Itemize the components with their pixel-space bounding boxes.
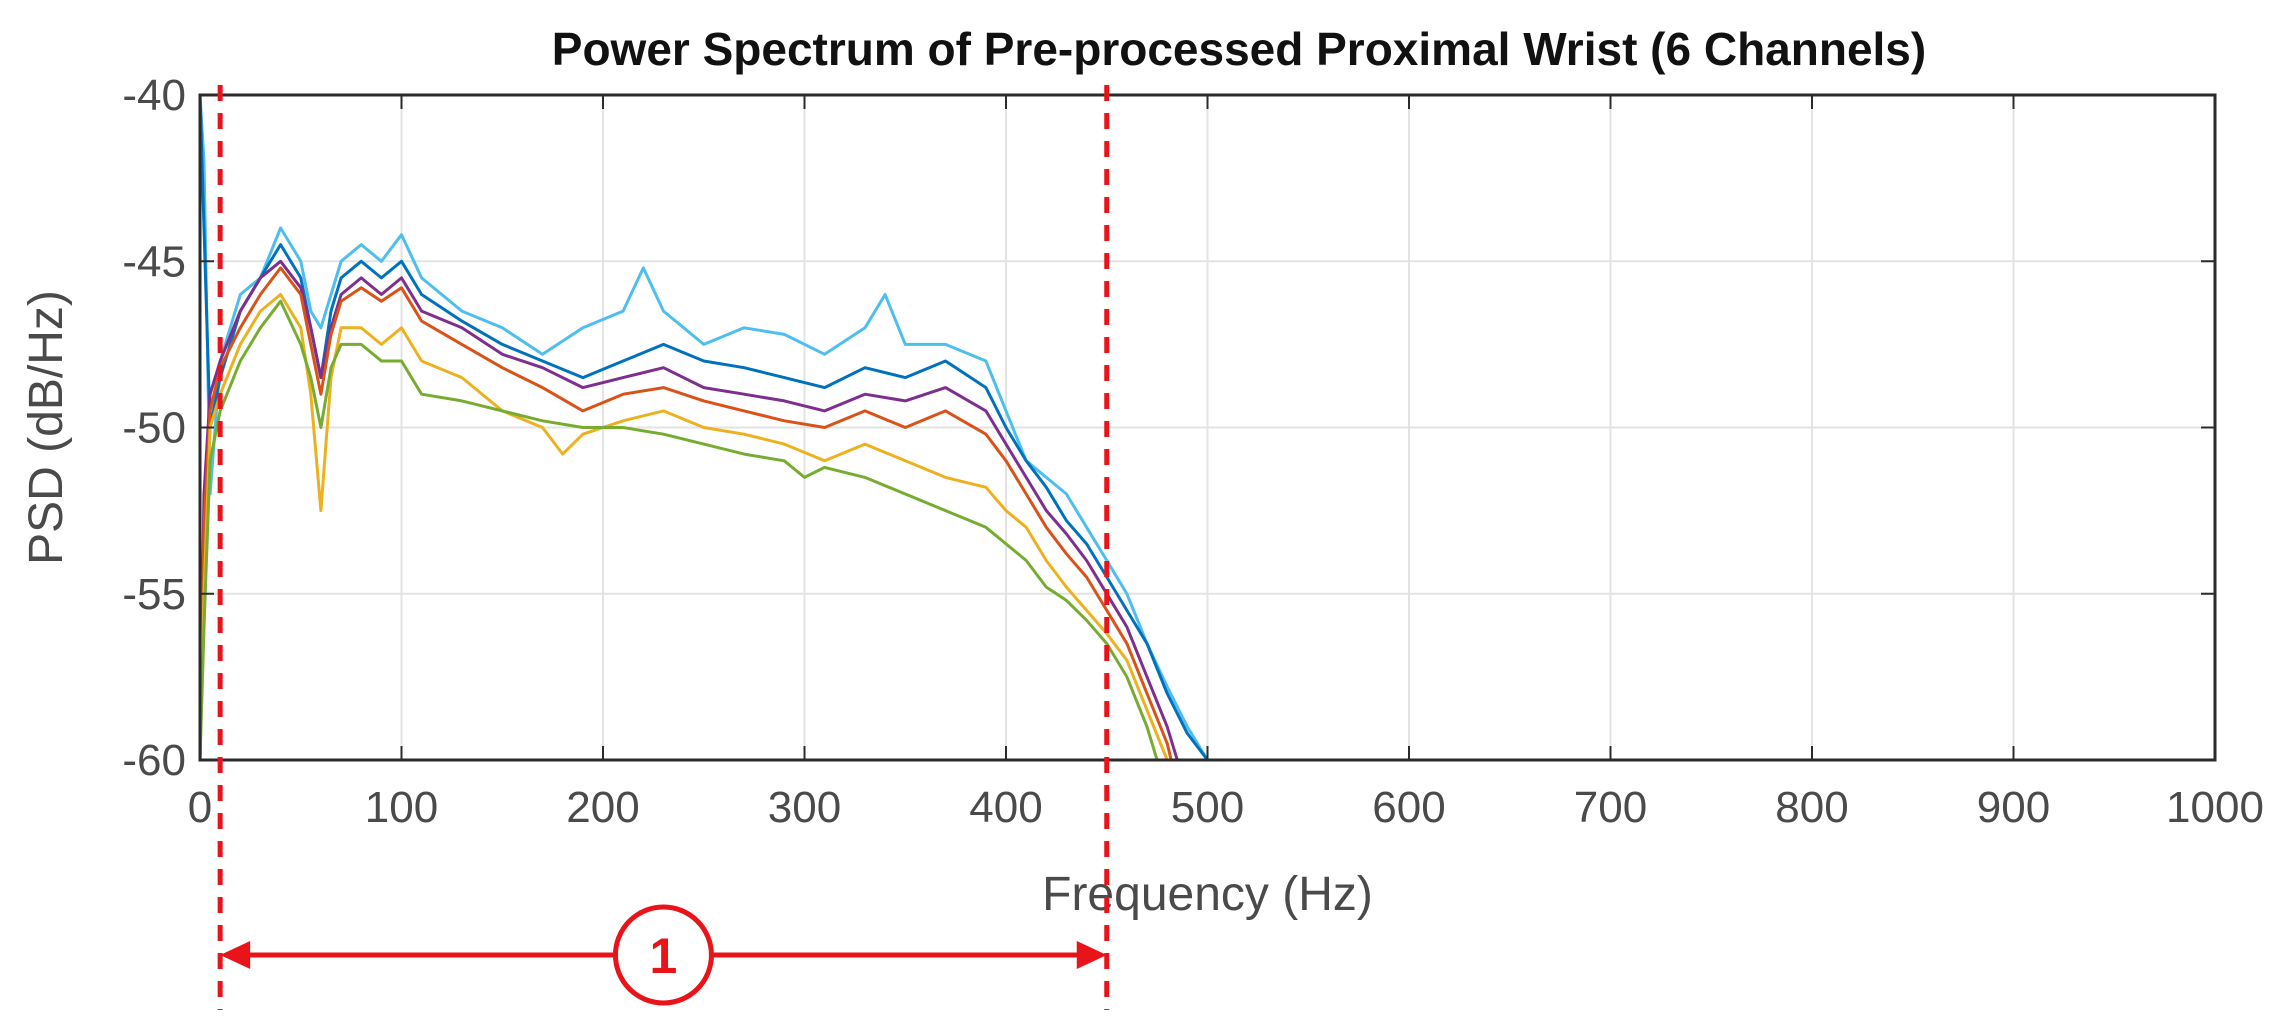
x-tick-label: 800: [1775, 783, 1848, 832]
series-line-6: [198, 299, 1159, 761]
x-tick-label: 400: [969, 783, 1042, 832]
series-line-5: [198, 293, 1169, 761]
x-tick-label: 700: [1574, 783, 1647, 832]
chart-title: Power Spectrum of Pre-processed Proximal…: [552, 23, 1926, 75]
series-line-1: [198, 94, 1209, 761]
x-tick-label: 0: [188, 783, 212, 832]
series-group: [198, 94, 1209, 761]
arrowhead-left-icon: [220, 941, 251, 969]
y-axis-label: PSD (dB/Hz): [20, 290, 73, 565]
series-line-3: [198, 259, 1179, 761]
arrowhead-right-icon: [1076, 941, 1107, 969]
y-tick-label: -55: [122, 570, 186, 619]
y-tick-label: -45: [122, 237, 186, 286]
x-tick-label: 900: [1977, 783, 2050, 832]
range-marker-circle: [612, 904, 714, 1006]
y-tick-label: -40: [122, 71, 186, 120]
range-annotation: 1: [217, 85, 1110, 1010]
range-marker-label: 1: [650, 928, 678, 984]
series-line-2: [198, 94, 1209, 761]
x-tick-label: 200: [566, 783, 639, 832]
grid: [199, 94, 2216, 761]
x-axis-label: Frequency (Hz): [1042, 868, 1373, 921]
x-tick-label: 500: [1171, 783, 1244, 832]
series-line-4: [198, 266, 1173, 761]
x-tick-label: 300: [768, 783, 841, 832]
x-tick-label: 600: [1372, 783, 1445, 832]
axis-ticks: 0 100 200 300 400 500 600 700 800 900 1000 -40 -45 -5…: [122, 71, 2264, 832]
y-tick-label: -60: [122, 736, 186, 785]
y-tick-label: -50: [122, 404, 186, 453]
x-tick-label: 100: [365, 783, 438, 832]
x-tick-label: 1000: [2166, 783, 2264, 832]
